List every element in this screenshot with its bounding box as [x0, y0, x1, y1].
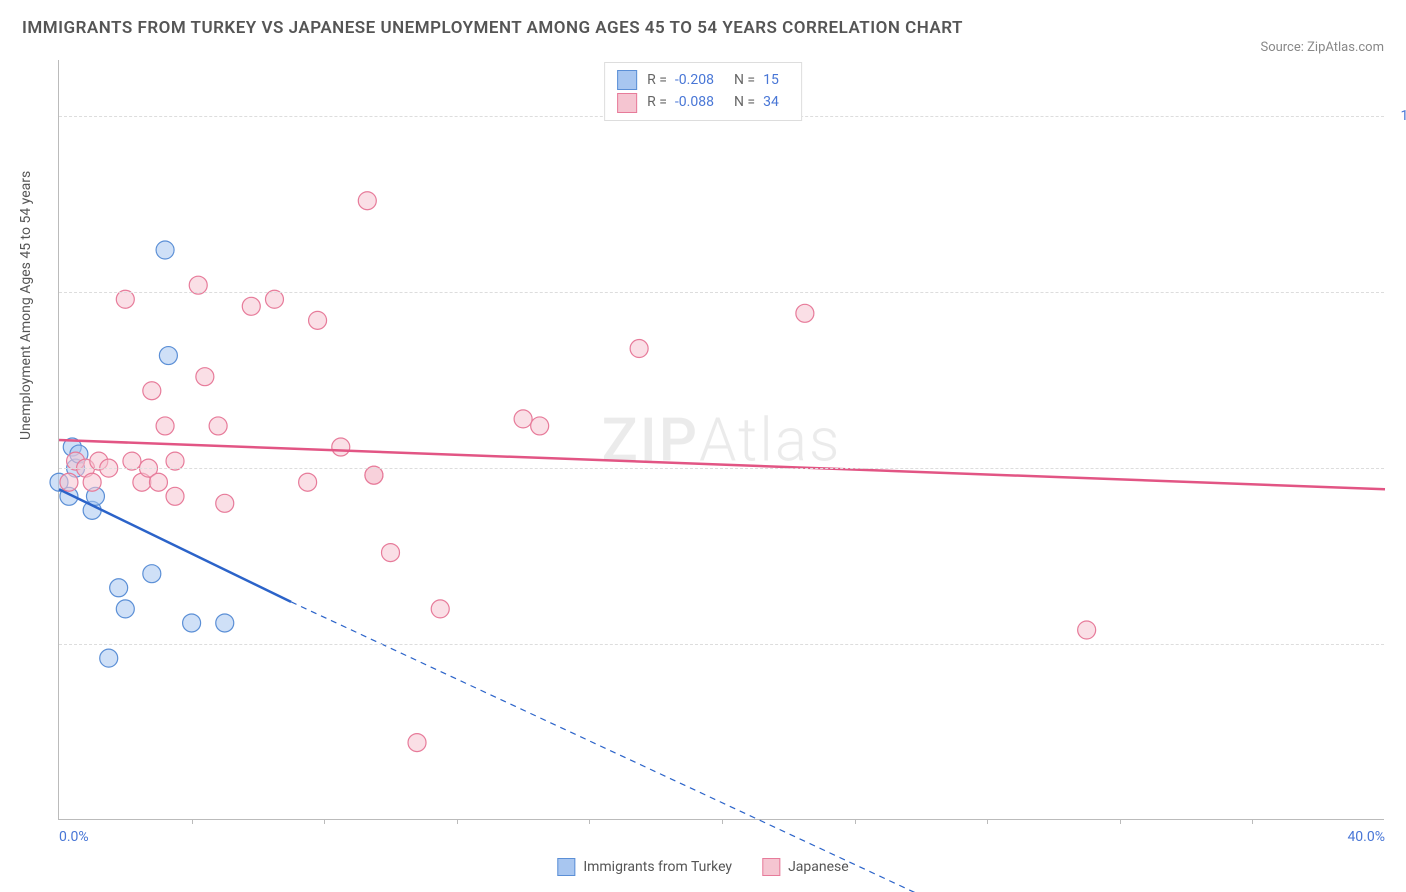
legend-r-value: -0.088 [675, 91, 714, 113]
chart-plot-area: ZIPAtlas 2.5%5.0%7.5%10.0%0.0%40.0% [58, 60, 1384, 820]
x-minor-tick [1252, 819, 1253, 824]
data-point [408, 734, 426, 752]
legend-label: Japanese [788, 859, 849, 875]
data-point [209, 417, 227, 435]
legend-item: Japanese [762, 858, 849, 876]
chart-title: IMMIGRANTS FROM TURKEY VS JAPANESE UNEMP… [22, 18, 963, 38]
x-minor-tick [722, 819, 723, 824]
data-point [299, 473, 317, 491]
data-point [358, 192, 376, 210]
data-point [143, 382, 161, 400]
data-point [309, 311, 327, 329]
y-tick-label: 10.0% [1400, 108, 1406, 124]
legend-n-value: 34 [763, 91, 779, 113]
x-minor-tick [855, 819, 856, 824]
data-point [796, 304, 814, 322]
data-point [216, 614, 234, 632]
legend-item: Immigrants from Turkey [557, 858, 732, 876]
x-minor-tick [589, 819, 590, 824]
legend-r-label: R = [647, 91, 667, 113]
data-point [143, 565, 161, 583]
source-attribution: Source: ZipAtlas.com [1260, 40, 1384, 55]
data-point [531, 417, 549, 435]
scatter-svg [59, 60, 1384, 819]
data-point [1078, 621, 1096, 639]
data-point [83, 473, 101, 491]
data-point [431, 600, 449, 618]
legend-n-label: N = [734, 91, 755, 113]
x-minor-tick [192, 819, 193, 824]
legend-swatch [762, 858, 780, 876]
gridline-y [59, 468, 1384, 469]
data-point [60, 473, 78, 491]
data-point [156, 417, 174, 435]
x-tick-label: 0.0% [59, 829, 89, 845]
data-point [183, 614, 201, 632]
legend-r-label: R = [647, 69, 667, 91]
trend-line [59, 440, 1385, 489]
data-point [159, 347, 177, 365]
data-point [332, 438, 350, 456]
data-point [116, 600, 134, 618]
data-point [242, 297, 260, 315]
data-point [216, 494, 234, 512]
data-point [514, 410, 532, 428]
trend-line [59, 489, 291, 602]
y-axis-title: Unemployment Among Ages 45 to 54 years [18, 171, 34, 440]
x-minor-tick [1120, 819, 1121, 824]
legend-swatch [557, 858, 575, 876]
legend-label: Immigrants from Turkey [583, 859, 732, 875]
correlation-legend: R = -0.208 N = 15 R = -0.088 N = 34 [604, 62, 802, 121]
legend-row: R = -0.208 N = 15 [617, 69, 789, 91]
data-point [156, 241, 174, 259]
legend-n-label: N = [734, 69, 755, 91]
legend-r-value: -0.208 [675, 69, 714, 91]
series-legend: Immigrants from Turkey Japanese [557, 858, 848, 876]
data-point [166, 487, 184, 505]
x-minor-tick [987, 819, 988, 824]
data-point [149, 473, 167, 491]
legend-swatch [617, 70, 637, 90]
trend-line-extrapolated [291, 602, 971, 892]
data-point [382, 544, 400, 562]
legend-swatch [617, 93, 637, 113]
gridline-y [59, 292, 1384, 293]
legend-row: R = -0.088 N = 34 [617, 91, 789, 113]
data-point [100, 649, 118, 667]
x-minor-tick [457, 819, 458, 824]
data-point [110, 579, 128, 597]
data-point [196, 368, 214, 386]
data-point [630, 340, 648, 358]
x-minor-tick [324, 819, 325, 824]
legend-n-value: 15 [763, 69, 779, 91]
gridline-y [59, 644, 1384, 645]
x-tick-label: 40.0% [1347, 829, 1385, 845]
